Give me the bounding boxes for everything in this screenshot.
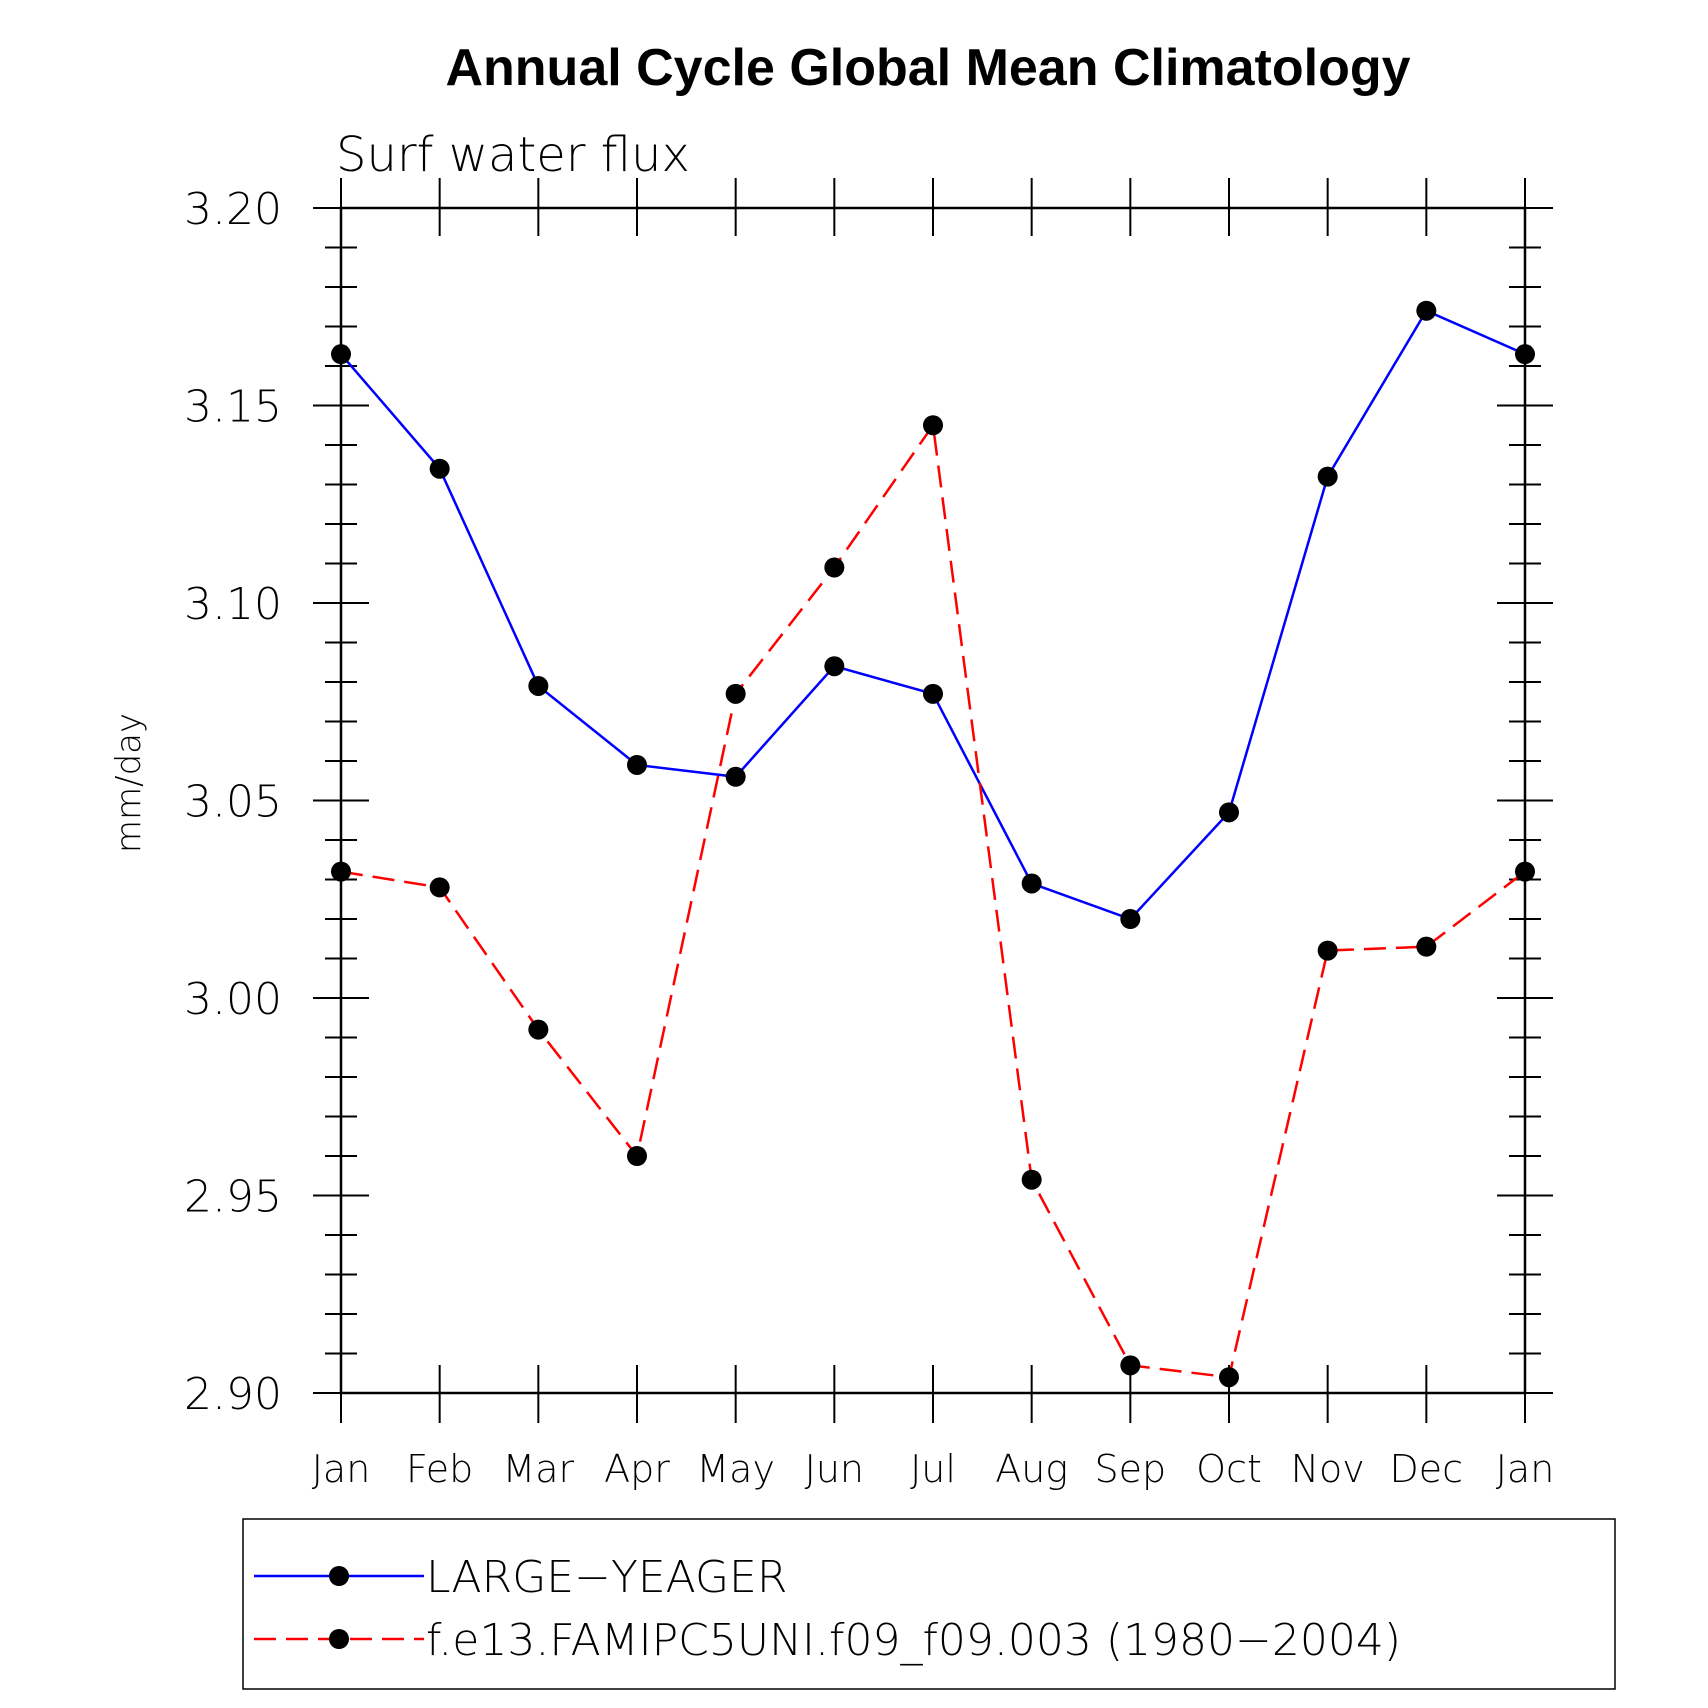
data-point <box>331 861 351 882</box>
legend-item-2: f.e13.FAMIPC5UNI.f09_f09.003 (1980−2004) <box>254 1615 1401 1666</box>
data-point <box>1416 300 1437 321</box>
legend-items: LARGE−YEAGER f.e13.FAMIPC5UNI.f09_f09.003… <box>254 1552 1401 1666</box>
x-tick-label: Oct <box>1196 1447 1262 1491</box>
data-point <box>725 683 746 704</box>
y-tick-label: 3.05 <box>184 777 282 828</box>
x-tick-label: Mar <box>502 1447 574 1491</box>
data-point <box>429 877 450 898</box>
data-point <box>429 458 450 479</box>
series-line <box>340 421 1526 1379</box>
series-1 <box>331 300 1535 929</box>
series-2 <box>331 415 1535 1388</box>
x-tick-label: Dec <box>1390 1447 1464 1491</box>
data-point <box>1219 1367 1239 1388</box>
data-point <box>1021 1169 1042 1190</box>
chart-subtitle: Surf water flux <box>336 127 690 183</box>
x-tick-label: Apr <box>604 1447 670 1491</box>
x-tick-label: Sep <box>1095 1447 1167 1491</box>
legend-label: LARGE−YEAGER <box>426 1552 787 1603</box>
x-tick-label: Feb <box>406 1447 473 1491</box>
y-tick-label: 3.10 <box>184 579 282 630</box>
data-point <box>528 1019 549 1040</box>
data-point <box>1317 940 1338 961</box>
data-point <box>1416 936 1437 957</box>
data-point <box>824 656 845 677</box>
y-tick-label: 3.00 <box>184 974 282 1025</box>
chart-title: Annual Cycle Global Mean Climatology <box>445 39 1410 97</box>
data-point <box>1120 1355 1141 1376</box>
series-layer <box>331 300 1535 1388</box>
axes <box>339 206 1527 1395</box>
data-point <box>1021 873 1042 894</box>
data-point <box>1515 861 1535 882</box>
y-tick-label: 3.20 <box>184 184 282 235</box>
data-point <box>923 683 943 704</box>
data-point <box>1219 802 1239 823</box>
legend: LARGE−YEAGER f.e13.FAMIPC5UNI.f09_f09.003… <box>242 1518 1616 1690</box>
data-point <box>1317 466 1338 487</box>
data-point <box>1120 909 1141 929</box>
y-tick-label: 3.15 <box>184 382 282 433</box>
data-point <box>627 754 647 775</box>
x-ticks: Jan Feb Mar Apr May Jun Jul Aug Sep Oct Nov Dec Jan <box>312 178 1555 1491</box>
x-tick-label: May <box>696 1447 775 1491</box>
legend-marker <box>329 1629 349 1649</box>
legend-label: f.e13.FAMIPC5UNI.f09_f09.003 (1980−2004) <box>426 1615 1401 1666</box>
data-point <box>824 557 845 578</box>
x-tick-label: Jul <box>910 1447 956 1491</box>
x-tick-label: Jan <box>1496 1447 1555 1491</box>
legend-marker <box>329 1566 349 1586</box>
data-point <box>528 675 549 696</box>
y-ticks: 2.90 2.95 3.00 3.05 3.10 3.15 3.20 <box>184 184 1553 1420</box>
data-point <box>331 344 351 365</box>
legend-box <box>242 1518 1616 1690</box>
y-tick-label: 2.95 <box>184 1172 282 1223</box>
data-point <box>1515 344 1535 365</box>
data-point <box>923 415 943 436</box>
y-tick-label: 2.90 <box>184 1369 282 1420</box>
plot-frame <box>339 206 1527 1395</box>
x-tick-label: Aug <box>995 1447 1068 1491</box>
x-tick-label: Jan <box>312 1447 371 1491</box>
series-line <box>340 309 1526 921</box>
data-point <box>627 1146 647 1166</box>
x-tick-label: Jun <box>805 1447 864 1491</box>
y-axis-label: mm/day <box>109 713 149 853</box>
x-tick-label: Nov <box>1291 1447 1365 1491</box>
data-point <box>725 766 746 787</box>
legend-item-1: LARGE−YEAGER <box>254 1552 787 1603</box>
